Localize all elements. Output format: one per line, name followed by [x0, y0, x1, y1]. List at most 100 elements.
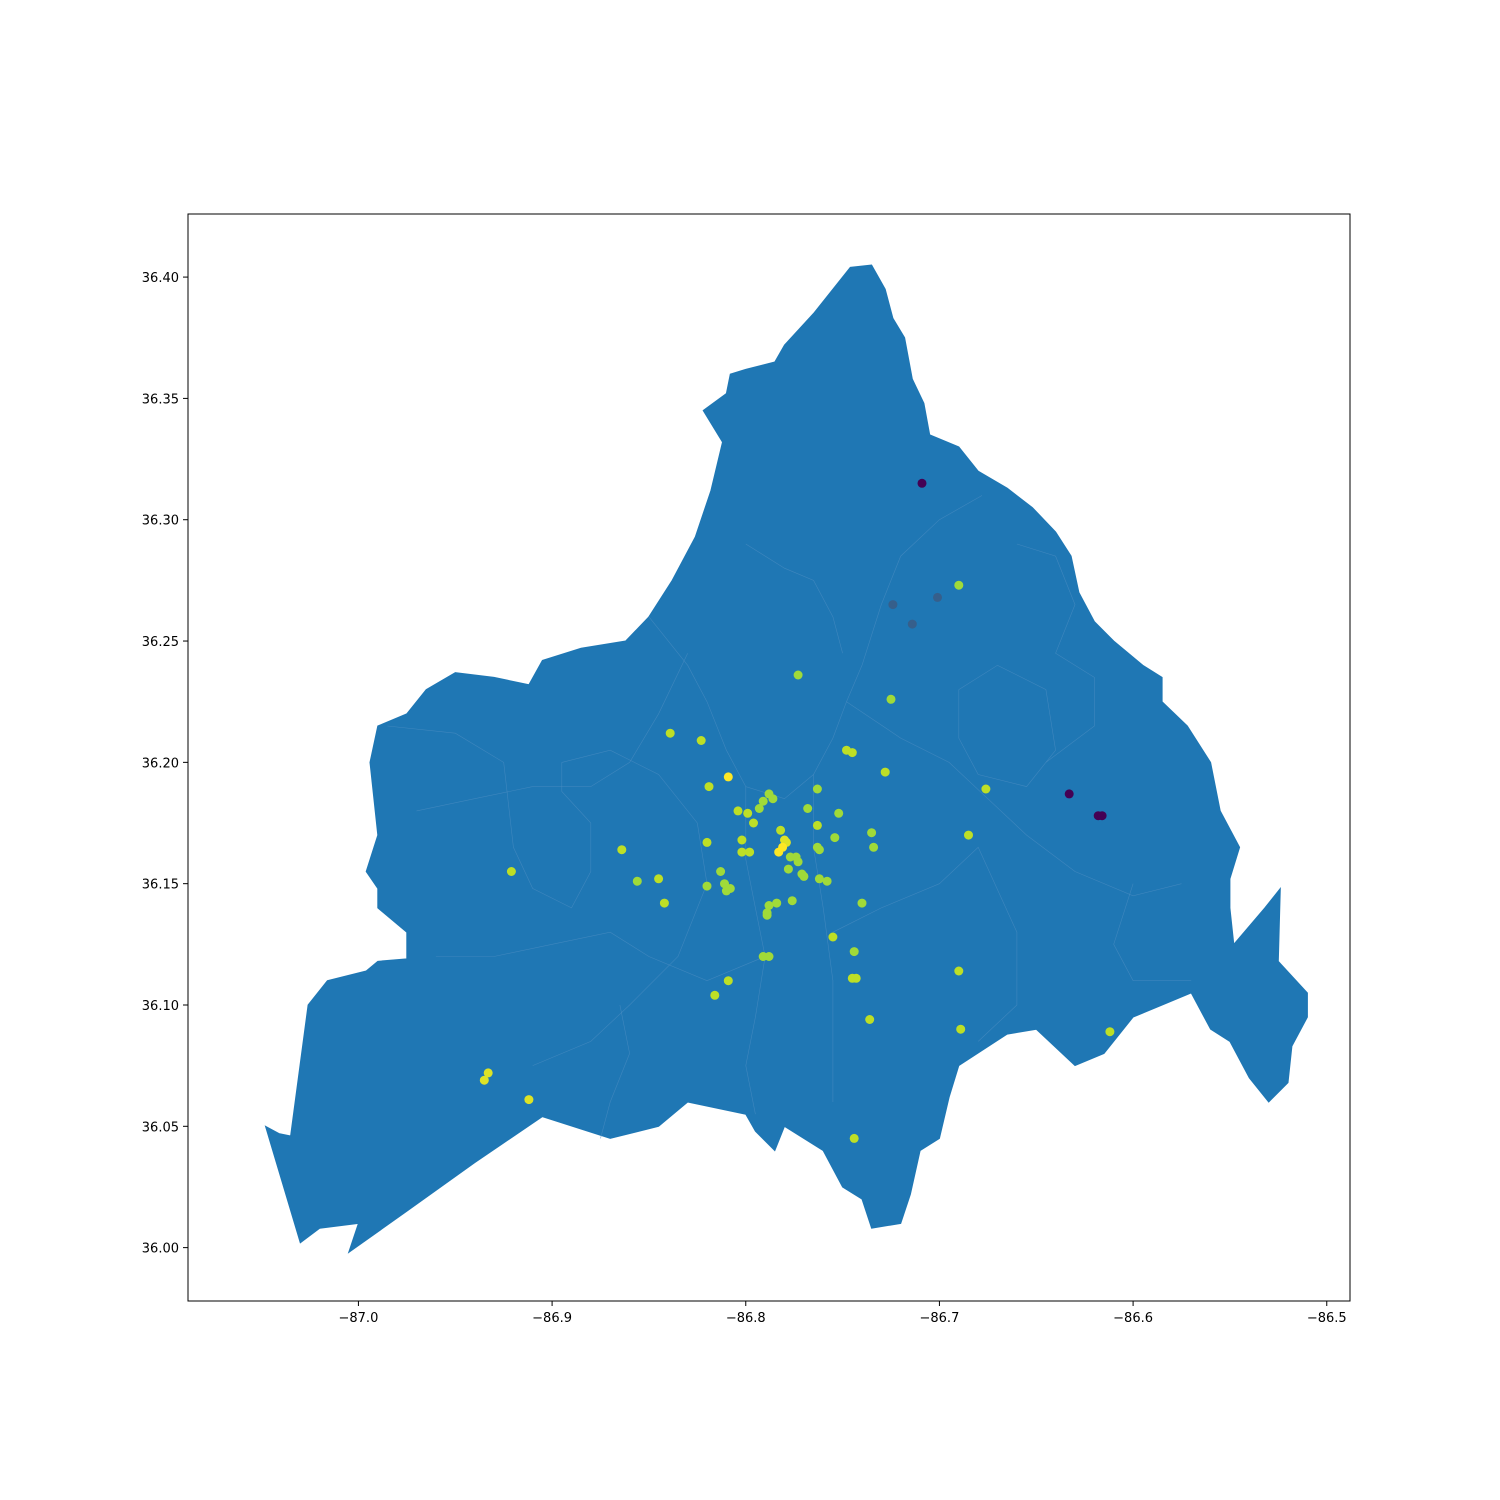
data-point: [743, 808, 753, 818]
data-point: [880, 767, 890, 777]
tract-boundary-line: [435, 931, 766, 982]
tract-boundary-line: [861, 495, 983, 666]
data-point: [758, 796, 768, 806]
x-tick-label: −87.0: [339, 1311, 379, 1326]
data-point: [776, 825, 786, 835]
data-point: [917, 478, 927, 488]
data-point: [696, 736, 706, 745]
data-point: [725, 884, 735, 893]
data-point: [867, 828, 877, 838]
tract-boundary-line: [600, 1004, 630, 1139]
tract-boundary-line: [745, 543, 843, 654]
data-point: [787, 896, 797, 906]
data-point: [954, 966, 964, 976]
x-tick-label: −86.9: [532, 1311, 572, 1326]
y-tick-label: 36.35: [142, 392, 179, 407]
data-point: [764, 952, 774, 961]
data-point: [847, 748, 857, 758]
y-tick-label: 36.10: [142, 999, 179, 1014]
data-point: [659, 898, 669, 908]
y-tick-label: 36.25: [142, 635, 179, 650]
y-tick-label: 36.05: [142, 1120, 179, 1135]
data-point: [814, 874, 824, 884]
data-point: [793, 670, 803, 680]
y-tick-label: 36.00: [142, 1242, 179, 1257]
data-point: [964, 830, 973, 840]
data-point: [812, 820, 822, 830]
data-point: [799, 871, 809, 881]
data-point: [793, 857, 803, 867]
y-tick-label: 36.30: [142, 514, 179, 529]
x-tick-label: −86.8: [726, 1311, 766, 1326]
data-point: [723, 772, 733, 782]
y-tick-label: 36.15: [142, 878, 179, 893]
data-point: [828, 932, 838, 942]
data-point: [814, 845, 824, 855]
data-point: [812, 784, 822, 794]
data-point: [665, 728, 675, 738]
data-point: [834, 808, 844, 818]
data-point: [933, 592, 942, 602]
data-point: [772, 898, 782, 908]
x-axis: −87.0 −86.9 −86.8 −86.7 −86.6 −86.5: [339, 1301, 1347, 1326]
scatter-points: [479, 478, 1115, 1143]
data-point: [737, 835, 747, 845]
data-point: [907, 619, 917, 629]
data-point: [702, 837, 712, 847]
data-point: [1097, 811, 1107, 821]
x-tick-label: −86.6: [1113, 1311, 1153, 1326]
county-map: [264, 264, 1308, 1254]
data-point: [1105, 1027, 1115, 1037]
data-point: [830, 833, 840, 843]
tract-boundary-line: [832, 846, 1018, 1042]
tract-boundary-line: [958, 664, 1056, 787]
data-point: [702, 881, 712, 891]
data-point: [768, 794, 778, 804]
data-point: [632, 876, 642, 886]
data-point: [654, 874, 664, 884]
tract-boundary-line: [1113, 883, 1192, 982]
data-point: [869, 842, 879, 852]
data-point: [956, 1024, 966, 1034]
data-point: [822, 876, 832, 886]
data-point: [981, 784, 991, 794]
data-point: [506, 867, 516, 876]
data-point: [803, 804, 813, 813]
data-point: [1064, 789, 1074, 799]
data-point: [745, 847, 755, 857]
data-point: [762, 910, 772, 920]
data-point: [754, 804, 764, 813]
data-point: [774, 847, 784, 857]
data-point: [617, 845, 627, 855]
data-point: [733, 806, 743, 816]
axes-frame: [187, 213, 1351, 1302]
data-point: [886, 694, 896, 704]
tract-boundaries: [387, 495, 1192, 1139]
y-axis: 36.00 36.05 36.10 36.15 36.20 36.25 36.30 36.35…: [142, 271, 188, 1257]
data-point: [849, 947, 859, 957]
data-point: [704, 782, 714, 792]
tract-boundary-line: [416, 653, 688, 812]
x-tick-label: −86.7: [920, 1311, 960, 1326]
data-point: [483, 1068, 493, 1078]
x-tick-label: −86.5: [1307, 1311, 1347, 1326]
data-point: [865, 1015, 875, 1024]
tract-boundary-line: [813, 774, 834, 1102]
data-point: [749, 818, 758, 828]
data-point: [479, 1075, 489, 1085]
y-tick-label: 36.20: [142, 756, 179, 771]
data-point: [524, 1095, 534, 1105]
county-polygon: [264, 264, 1308, 1254]
data-point: [764, 901, 774, 910]
data-point: [849, 1133, 859, 1143]
data-point: [716, 867, 726, 876]
data-point: [723, 976, 733, 986]
data-point: [857, 898, 867, 908]
tract-boundary-line: [846, 701, 1182, 897]
data-point: [954, 580, 964, 590]
data-point: [783, 864, 793, 874]
data-point: [888, 600, 898, 610]
tract-boundary-line: [1016, 543, 1095, 763]
data-point: [710, 990, 720, 1000]
